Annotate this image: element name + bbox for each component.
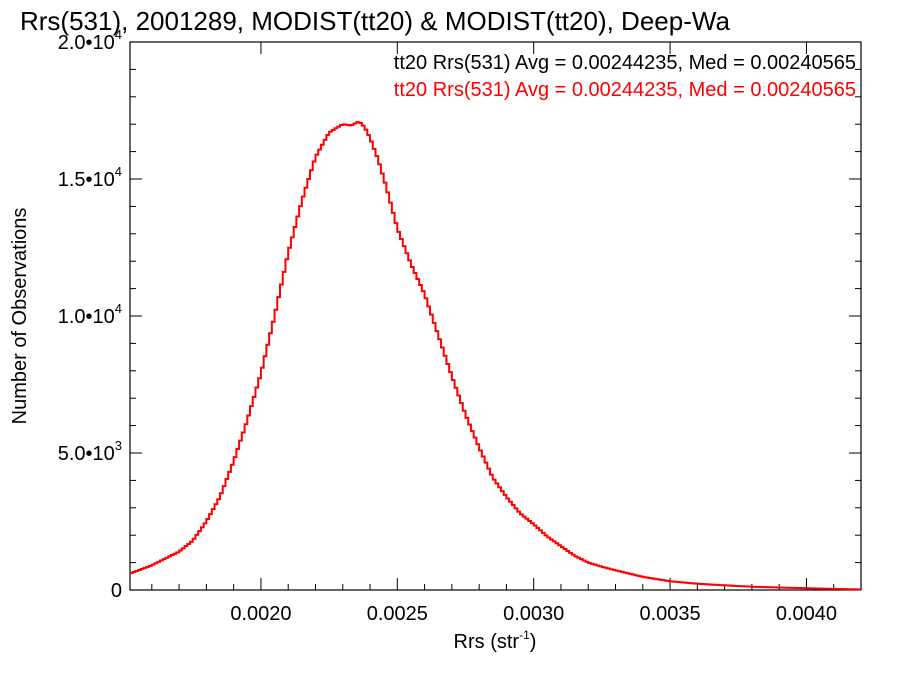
y-tick-label: 1.0•104 xyxy=(58,301,122,328)
x-axis-ticks: 0.0020 0.0025 0.0030 0.0035 0.0040 xyxy=(151,42,862,625)
y-tick-label: 0 xyxy=(111,580,122,602)
y-tick-label: 5.0•103 xyxy=(58,438,122,465)
plot-frame xyxy=(129,41,862,591)
x-axis-label: Rrs (str-1) xyxy=(454,628,537,653)
x-tick-label: 0.0025 xyxy=(367,603,428,625)
x-axis-label-close: ) xyxy=(530,631,537,653)
plot-axes xyxy=(129,41,862,591)
legend-entry-1: tt20 Rrs(531) Avg = 0.00244235, Med = 0.… xyxy=(394,52,856,74)
y-tick-mantissa: 1.5•10 xyxy=(58,169,115,191)
y-tick-exponent: 4 xyxy=(115,27,122,42)
y-axis-label: Number of Observations xyxy=(9,208,31,425)
histogram-series-line xyxy=(130,121,861,591)
x-tick-label: 0.0040 xyxy=(776,603,837,625)
y-tick-mantissa: 5.0•10 xyxy=(58,443,115,465)
y-tick-exponent: 4 xyxy=(115,301,122,316)
y-tick-label: 2.0•104 xyxy=(58,27,122,54)
legend-entry-2: tt20 Rrs(531) Avg = 0.00244235, Med = 0.… xyxy=(394,79,856,101)
x-axis-label-main: Rrs (str xyxy=(454,631,520,653)
y-tick-exponent: 3 xyxy=(115,438,122,453)
y-tick-mantissa: 2.0•10 xyxy=(58,32,115,54)
y-tick-exponent: 4 xyxy=(115,164,122,179)
y-tick-mantissa: 0 xyxy=(111,580,122,602)
x-axis-label-superscript: -1 xyxy=(519,628,530,642)
x-tick-label: 0.0030 xyxy=(503,603,564,625)
y-tick-mantissa: 1.0•10 xyxy=(58,306,115,328)
x-tick-label: 0.0035 xyxy=(639,603,700,625)
chart-title: Rrs(531), 2001289, MODIST(tt20) & MODIST… xyxy=(20,6,730,36)
x-tick-label: 0.0020 xyxy=(230,603,291,625)
y-tick-label: 1.5•104 xyxy=(58,164,122,191)
